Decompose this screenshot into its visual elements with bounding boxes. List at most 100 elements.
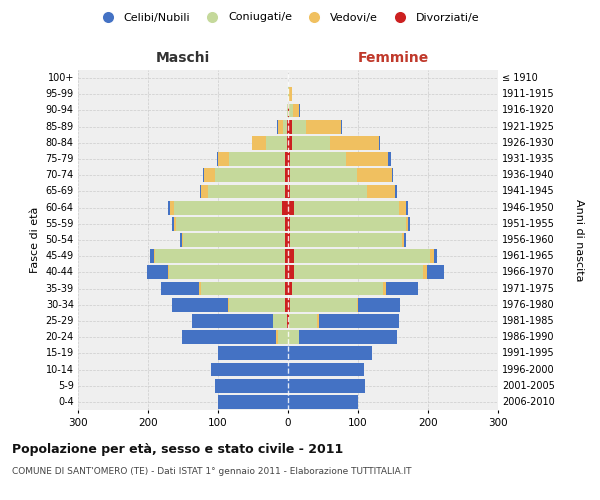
Bar: [434, 250, 437, 263]
Bar: [284, 266, 288, 280]
Bar: [161, 282, 199, 296]
Bar: [287, 120, 288, 134]
Bar: [293, 266, 423, 280]
Bar: [288, 250, 293, 263]
Bar: [172, 217, 174, 230]
Bar: [290, 152, 346, 166]
Bar: [288, 233, 290, 247]
Bar: [402, 233, 404, 247]
Bar: [218, 395, 288, 409]
Bar: [289, 314, 317, 328]
Bar: [287, 104, 288, 118]
Bar: [155, 250, 284, 263]
Bar: [288, 282, 292, 296]
Bar: [200, 184, 201, 198]
Bar: [290, 233, 402, 247]
Bar: [288, 362, 364, 376]
Bar: [272, 314, 287, 328]
Bar: [395, 184, 397, 198]
Bar: [208, 184, 285, 198]
Bar: [284, 250, 288, 263]
Bar: [288, 88, 289, 101]
Bar: [288, 152, 290, 166]
Bar: [299, 104, 300, 118]
Bar: [285, 184, 288, 198]
Y-axis label: Anni di nascita: Anni di nascita: [574, 198, 584, 281]
Bar: [288, 184, 290, 198]
Bar: [182, 233, 183, 247]
Bar: [215, 379, 288, 392]
Bar: [146, 266, 167, 280]
Bar: [288, 298, 290, 312]
Bar: [266, 136, 287, 149]
Bar: [388, 152, 391, 166]
Bar: [406, 217, 408, 230]
Bar: [192, 314, 272, 328]
Bar: [383, 282, 386, 296]
Bar: [358, 298, 400, 312]
Bar: [176, 217, 284, 230]
Bar: [172, 298, 228, 312]
Bar: [284, 168, 288, 182]
Legend: Celibi/Nubili, Coniugati/e, Vedovi/e, Divorziati/e: Celibi/Nubili, Coniugati/e, Vedovi/e, Di…: [92, 8, 484, 27]
Bar: [427, 266, 444, 280]
Bar: [288, 266, 293, 280]
Bar: [283, 120, 287, 134]
Bar: [284, 217, 288, 230]
Bar: [154, 250, 155, 263]
Bar: [170, 200, 174, 214]
Bar: [292, 120, 305, 134]
Bar: [228, 298, 229, 312]
Bar: [379, 136, 380, 149]
Bar: [288, 379, 365, 392]
Bar: [284, 233, 288, 247]
Bar: [283, 200, 288, 214]
Bar: [150, 250, 154, 263]
Bar: [430, 250, 434, 263]
Bar: [330, 136, 379, 149]
Bar: [174, 217, 176, 230]
Bar: [423, 266, 427, 280]
Bar: [293, 104, 299, 118]
Bar: [288, 136, 292, 149]
Bar: [229, 152, 284, 166]
Bar: [319, 314, 400, 328]
Bar: [276, 330, 277, 344]
Bar: [284, 282, 288, 296]
Bar: [201, 184, 208, 198]
Bar: [292, 282, 383, 296]
Bar: [367, 184, 395, 198]
Bar: [317, 314, 319, 328]
Bar: [356, 168, 392, 182]
Text: COMUNE DI SANT'OMERO (TE) - Dati ISTAT 1° gennaio 2011 - Elaborazione TUTTITALIA: COMUNE DI SANT'OMERO (TE) - Dati ISTAT 1…: [12, 468, 412, 476]
Bar: [215, 168, 284, 182]
Bar: [346, 152, 388, 166]
Bar: [288, 200, 293, 214]
Bar: [290, 168, 356, 182]
Bar: [408, 217, 410, 230]
Bar: [305, 120, 341, 134]
Bar: [217, 152, 218, 166]
Bar: [288, 314, 289, 328]
Bar: [199, 282, 200, 296]
Bar: [299, 330, 397, 344]
Bar: [229, 298, 284, 312]
Text: Femmine: Femmine: [358, 51, 428, 65]
Bar: [183, 233, 284, 247]
Bar: [211, 362, 288, 376]
Bar: [179, 233, 182, 247]
Bar: [406, 200, 408, 214]
Bar: [386, 282, 418, 296]
Bar: [174, 200, 283, 214]
Bar: [203, 168, 204, 182]
Bar: [341, 120, 342, 134]
Y-axis label: Fasce di età: Fasce di età: [30, 207, 40, 273]
Bar: [284, 152, 288, 166]
Bar: [356, 298, 358, 312]
Text: Maschi: Maschi: [156, 51, 210, 65]
Bar: [290, 298, 356, 312]
Bar: [218, 346, 288, 360]
Bar: [168, 200, 170, 214]
Bar: [182, 330, 276, 344]
Bar: [200, 282, 284, 296]
